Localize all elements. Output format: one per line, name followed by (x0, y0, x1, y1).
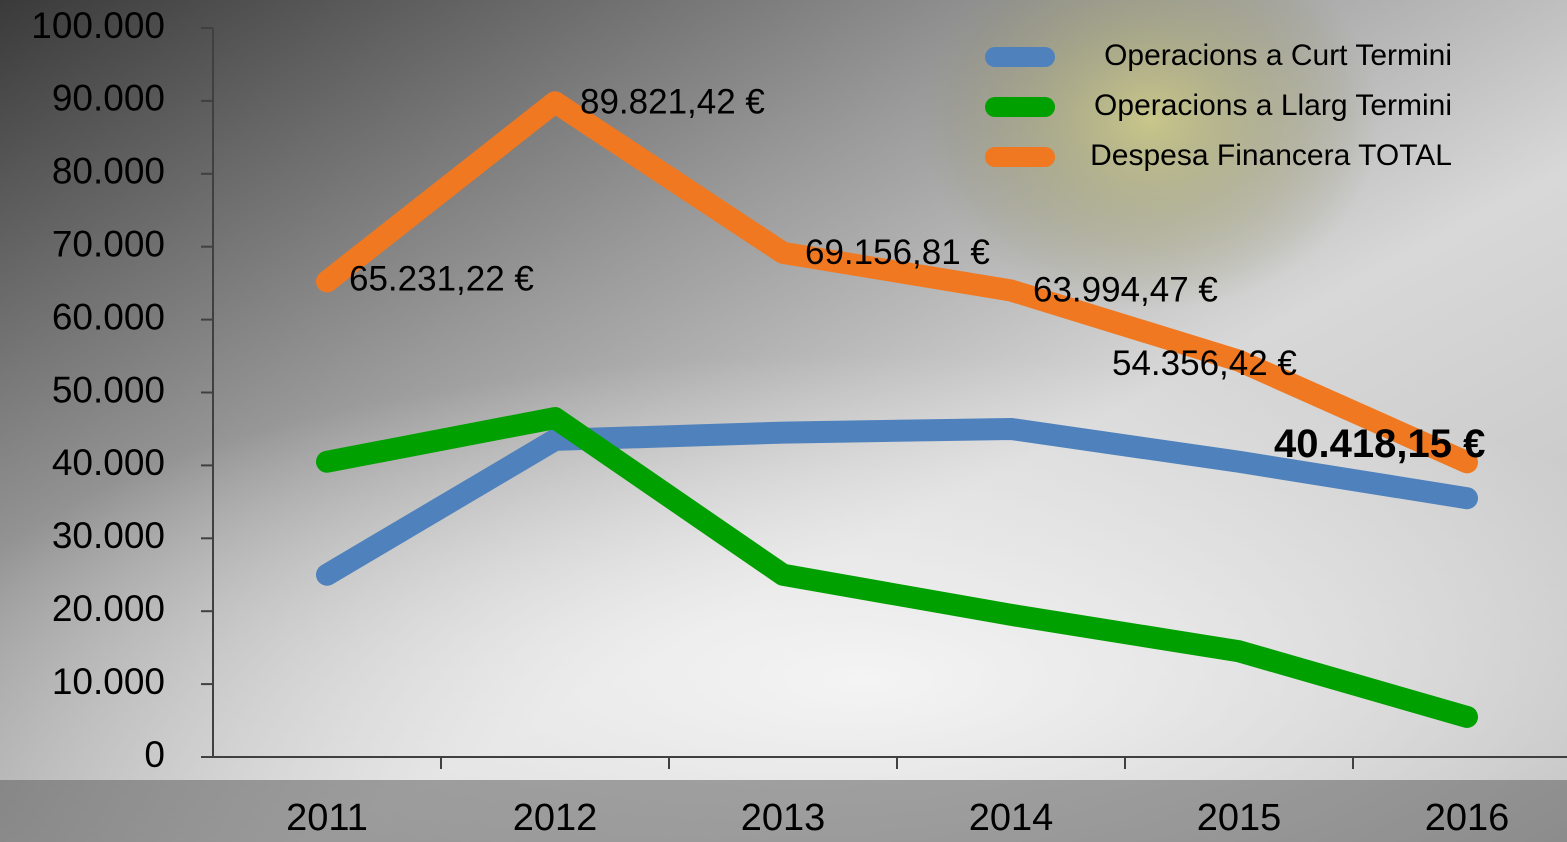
data-label: 89.821,42 € (580, 82, 765, 121)
y-tick-label: 80.000 (52, 151, 165, 192)
series-line (316, 91, 1478, 474)
y-tick-label: 10.000 (52, 661, 165, 702)
y-tick-label: 70.000 (52, 223, 165, 264)
data-label: 40.418,15 € (1274, 422, 1485, 466)
data-label: 65.231,22 € (349, 260, 534, 299)
data-label: 69.156,81 € (805, 233, 990, 272)
x-tick-label: 2016 (1425, 797, 1510, 839)
y-tick-label: 50.000 (52, 369, 165, 410)
y-tick-label: 30.000 (52, 515, 165, 556)
y-tick-label: 40.000 (52, 442, 165, 483)
series-line (316, 407, 1478, 728)
legend-label: Despesa Financera TOTAL (1090, 139, 1452, 172)
series-line (316, 417, 1478, 586)
y-tick-label: 90.000 (52, 78, 165, 119)
x-tick-label: 2011 (286, 797, 368, 839)
legend-label: Operacions a Curt Termini (1104, 39, 1452, 72)
y-tick-label: 20.000 (52, 588, 165, 629)
background-leaf (920, 0, 1380, 310)
y-tick-label: 0 (144, 734, 165, 775)
x-tick-label: 2014 (969, 797, 1054, 839)
background-ground (0, 780, 1567, 842)
x-tick-label: 2012 (513, 797, 598, 839)
x-tick-label: 2013 (741, 797, 826, 839)
legend-label: Operacions a Llarg Termini (1094, 89, 1452, 122)
y-tick-label: 100.000 (31, 5, 165, 46)
data-label: 54.356,42 € (1112, 344, 1297, 383)
data-label: 63.994,47 € (1033, 271, 1218, 310)
y-tick-label: 60.000 (52, 296, 165, 337)
x-tick-label: 2015 (1197, 797, 1282, 839)
